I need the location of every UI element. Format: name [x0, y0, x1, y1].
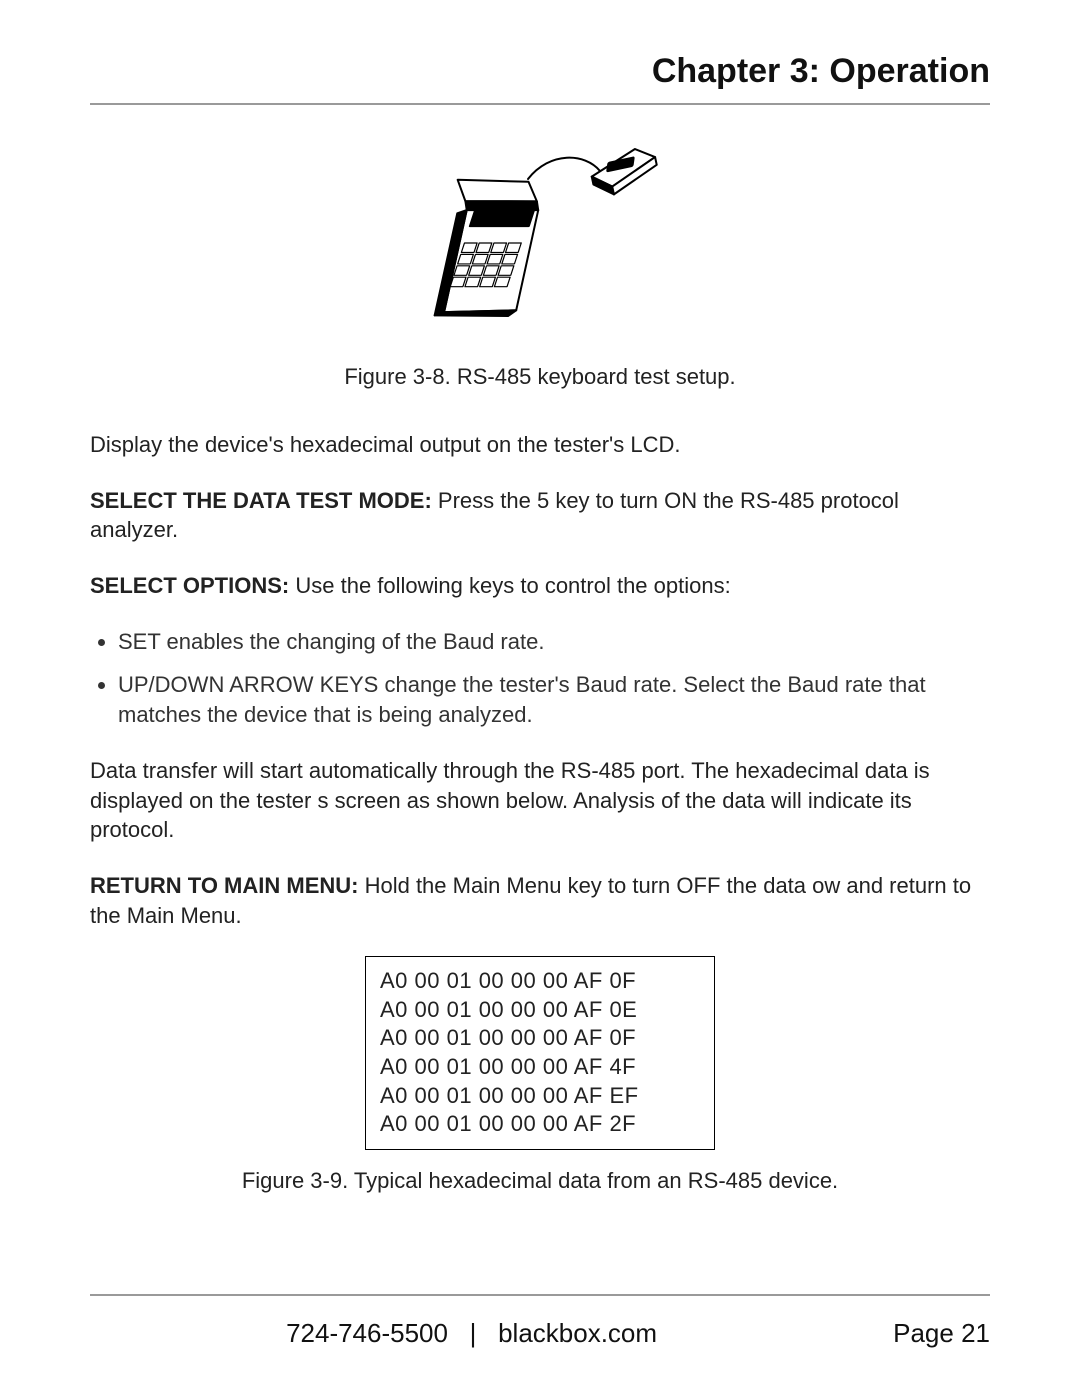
footer-separator: | — [470, 1318, 477, 1348]
hex-row: A0 00 01 00 00 00 AF 2F — [380, 1110, 700, 1139]
options-list: SET enables the changing of the Baud rat… — [90, 627, 990, 730]
footer-row: 724-746-5500 | blackbox.com Page 21 — [90, 1318, 990, 1349]
select-options: SELECT OPTIONS: Use the following keys t… — [90, 571, 990, 601]
figure-9-caption: Figure 3-9. Typical hexadecimal data fro… — [90, 1168, 990, 1194]
data-transfer-para: Data transfer will start automatically t… — [90, 756, 990, 845]
intro-line: Display the device's hexadecimal output … — [90, 430, 990, 460]
footer-contact: 724-746-5500 | blackbox.com — [90, 1318, 853, 1349]
figure-8-illustration — [90, 141, 990, 346]
header-rule — [90, 103, 990, 105]
footer-phone: 724-746-5500 — [286, 1318, 448, 1348]
list-item: UP/DOWN ARROW KEYS change the tester's B… — [118, 670, 990, 729]
page: Chapter 3: Operation — [0, 0, 1080, 1397]
tester-device-icon — [410, 141, 670, 341]
hex-row: A0 00 01 00 00 00 AF 4F — [380, 1053, 700, 1082]
select-data-test-mode: SELECT THE DATA TEST MODE: Press the 5 k… — [90, 486, 990, 545]
select-options-lead: SELECT OPTIONS: — [90, 573, 289, 598]
chapter-title: Chapter 3: Operation — [90, 52, 990, 91]
footer-rule — [90, 1294, 990, 1296]
hex-row: A0 00 01 00 00 00 AF 0E — [380, 996, 700, 1025]
figure-8-caption: Figure 3-8. RS-485 keyboard test setup. — [90, 364, 990, 390]
select-mode-lead: SELECT THE DATA TEST MODE: — [90, 488, 432, 513]
hex-output-box: A0 00 01 00 00 00 AF 0F A0 00 01 00 00 0… — [365, 956, 715, 1150]
footer-site: blackbox.com — [498, 1318, 657, 1348]
hex-row: A0 00 01 00 00 00 AF 0F — [380, 967, 700, 996]
hex-row: A0 00 01 00 00 00 AF EF — [380, 1082, 700, 1111]
page-footer: 724-746-5500 | blackbox.com Page 21 — [90, 1294, 990, 1349]
return-menu-lead: RETURN TO MAIN MENU: — [90, 873, 358, 898]
hex-row: A0 00 01 00 00 00 AF 0F — [380, 1024, 700, 1053]
list-item: SET enables the changing of the Baud rat… — [118, 627, 990, 657]
select-options-body: Use the following keys to control the op… — [289, 573, 730, 598]
return-to-main-menu: RETURN TO MAIN MENU: Hold the Main Menu … — [90, 871, 990, 930]
footer-page-number: Page 21 — [853, 1318, 990, 1349]
